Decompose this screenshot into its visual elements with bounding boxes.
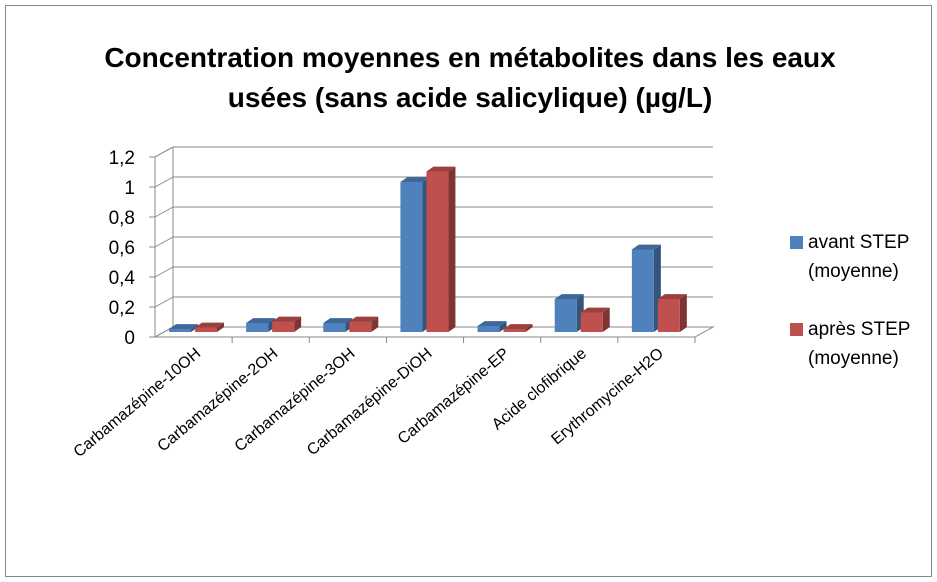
bar-top — [426, 166, 456, 172]
bar-front — [477, 326, 500, 332]
bar — [272, 316, 302, 332]
bar-side — [191, 324, 198, 332]
legend-item: après STEP (moyenne) — [790, 315, 930, 373]
grid-line — [154, 146, 174, 158]
y-tick-label: 0,2 — [109, 298, 135, 319]
bar — [400, 177, 430, 332]
bar-top — [554, 294, 584, 299]
bar-front — [169, 329, 191, 332]
legend-swatch — [790, 323, 803, 336]
bar-front — [426, 171, 449, 332]
grid-line — [154, 176, 174, 188]
bar-side — [371, 316, 379, 332]
bar-front — [195, 327, 217, 332]
y-tick-label: 0,4 — [109, 268, 136, 289]
bar-side — [525, 324, 533, 332]
bar-top — [477, 321, 507, 326]
bar — [554, 294, 584, 332]
bar — [657, 294, 687, 332]
bar-top — [631, 244, 661, 250]
bar-front — [580, 312, 603, 332]
bar — [195, 322, 224, 332]
bar-front — [554, 299, 577, 332]
bar-side — [448, 166, 456, 332]
bar-top — [169, 324, 198, 329]
bar — [503, 324, 533, 332]
legend-swatch — [790, 236, 803, 249]
grid-line — [154, 236, 174, 248]
bar-top — [272, 316, 302, 322]
bar — [426, 166, 456, 332]
bar-front — [349, 321, 372, 332]
bar-top — [580, 307, 610, 313]
y-tick-label: 0,6 — [109, 238, 135, 259]
bar — [169, 324, 198, 332]
bar-front — [272, 321, 295, 332]
bar-front — [503, 329, 526, 332]
bar-top — [349, 316, 379, 322]
bar — [631, 244, 661, 332]
bar-top — [246, 318, 276, 323]
grid-line — [154, 296, 174, 308]
bar-top — [657, 294, 687, 299]
y-tick-label: 0,8 — [109, 208, 135, 229]
y-tick-label: 0 — [124, 328, 135, 349]
bar — [323, 318, 353, 332]
bar-front — [631, 249, 654, 332]
bar — [580, 307, 610, 332]
y-tick-label: 1 — [124, 178, 135, 199]
bar-front — [400, 182, 423, 332]
legend-label: après STEP (moyenne) — [808, 319, 911, 369]
bar — [477, 321, 507, 332]
bar — [349, 316, 379, 332]
legend-item: avant STEP (moyenne) — [790, 228, 930, 286]
bar-side — [602, 307, 610, 332]
bar-front — [246, 323, 269, 332]
bar-side — [499, 321, 507, 332]
bar-top — [503, 324, 533, 329]
chart-title: Concentration moyennes en métabolites da… — [104, 42, 836, 113]
bar-top — [323, 318, 353, 323]
y-tick-label: 1,2 — [109, 148, 135, 169]
grid-line — [154, 206, 174, 218]
bar — [246, 318, 276, 332]
legend-label: avant STEP (moyenne) — [808, 232, 910, 282]
grid-line — [154, 266, 174, 278]
bar-side — [294, 316, 302, 332]
bar-side — [679, 294, 687, 332]
bar-front — [323, 323, 346, 332]
bar-top — [195, 322, 224, 328]
bar-side — [217, 322, 224, 332]
bar-front — [657, 299, 680, 332]
bar-top — [400, 177, 430, 182]
